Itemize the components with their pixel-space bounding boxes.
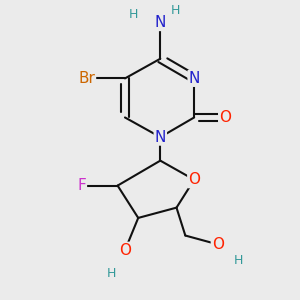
- Text: N: N: [188, 71, 200, 86]
- Text: H: H: [170, 4, 180, 17]
- Text: Br: Br: [78, 71, 95, 86]
- Text: N: N: [154, 130, 166, 145]
- Text: H: H: [234, 254, 243, 267]
- Text: N: N: [154, 15, 166, 30]
- Text: H: H: [129, 8, 139, 21]
- Text: O: O: [188, 172, 200, 187]
- Text: H: H: [234, 254, 243, 267]
- Text: F: F: [77, 178, 86, 193]
- Text: H: H: [170, 4, 180, 17]
- Text: O: O: [119, 243, 131, 258]
- Text: H: H: [129, 8, 139, 21]
- Text: H: H: [106, 267, 116, 280]
- Text: H: H: [106, 267, 116, 280]
- Text: O: O: [219, 110, 231, 125]
- Text: O: O: [212, 237, 224, 252]
